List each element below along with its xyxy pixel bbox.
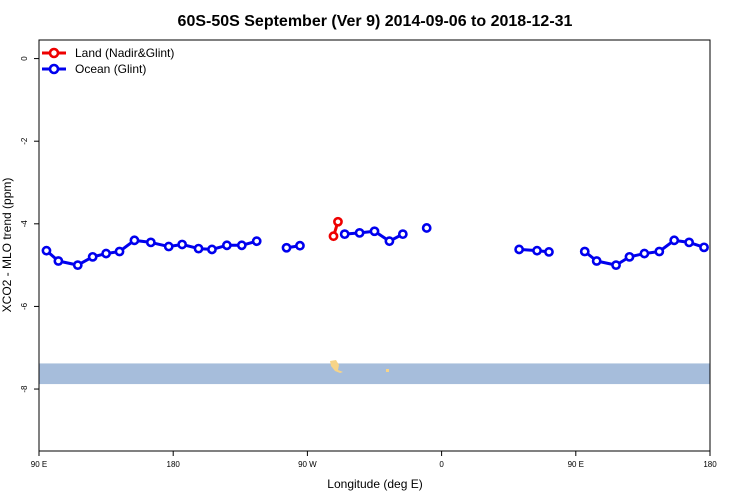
series-layer [41, 216, 709, 271]
map-ocean-band [39, 363, 710, 385]
x-axis: 90 E 180 90 W 0 90 E 180 [31, 451, 717, 469]
data-point [207, 244, 217, 255]
data-point [163, 241, 174, 252]
data-point [295, 240, 305, 251]
x-tick-label: 90 W [298, 460, 317, 469]
data-point [41, 245, 52, 256]
data-point [639, 248, 650, 259]
data-point [281, 242, 292, 253]
x-axis-label: Longitude (deg E) [327, 477, 422, 491]
y-tick-label: 0 [20, 56, 29, 61]
data-point [101, 248, 111, 259]
data-point [654, 246, 665, 257]
map-strip [39, 360, 710, 385]
data-point [684, 237, 695, 248]
data-point [544, 247, 554, 257]
data-point [591, 256, 602, 266]
y-axis-label: XCO2 - MLO trend (ppm) [0, 178, 14, 313]
x-tick-label: 90 E [568, 460, 584, 469]
chart-title: 60S-50S September (Ver 9) 2014-09-06 to … [178, 13, 573, 30]
legend-marker [48, 47, 60, 59]
data-point [53, 256, 64, 266]
data-point [177, 239, 188, 250]
legend-label: Land (Nadir&Glint) [75, 46, 174, 60]
data-point [333, 216, 343, 227]
y-tick-label: -4 [20, 220, 29, 228]
x-tick-label: 180 [167, 460, 181, 469]
data-point [221, 240, 232, 251]
legend-label: Ocean (Glint) [75, 62, 146, 76]
map-land-patch [330, 360, 343, 373]
y-tick-label: -2 [20, 137, 29, 145]
legend: Land (Nadir&Glint) Ocean (Glint) [42, 46, 174, 76]
data-point [251, 236, 262, 247]
x-tick-label: 90 E [31, 460, 47, 469]
data-point [328, 231, 339, 242]
data-point [611, 260, 621, 271]
y-tick-label: -6 [20, 302, 29, 310]
data-point [532, 245, 542, 256]
data-point [421, 223, 432, 233]
data-point [129, 235, 140, 246]
data-point [354, 228, 365, 238]
data-point [669, 235, 680, 246]
data-point [369, 226, 380, 237]
data-point [699, 242, 709, 253]
data-point [87, 251, 98, 262]
x-tick-label: 180 [703, 460, 717, 469]
data-point [579, 246, 590, 257]
data-point [339, 229, 350, 240]
data-point [236, 240, 247, 251]
data-point [384, 236, 395, 247]
data-point [397, 229, 408, 240]
series-land [328, 216, 343, 242]
data-point [514, 244, 525, 255]
data-point [72, 260, 83, 271]
series-ocean [41, 223, 709, 271]
data-point [624, 251, 635, 262]
y-tick-label: -8 [20, 385, 29, 393]
data-point [114, 246, 125, 257]
data-point [145, 237, 156, 248]
y-axis: 0 -2 -4 -6 -8 [20, 56, 39, 393]
plot-area-frame [38, 39, 711, 452]
legend-marker [48, 63, 60, 75]
map-land-patch [386, 369, 389, 372]
x-tick-label: 0 [439, 460, 444, 469]
data-point [193, 243, 204, 254]
